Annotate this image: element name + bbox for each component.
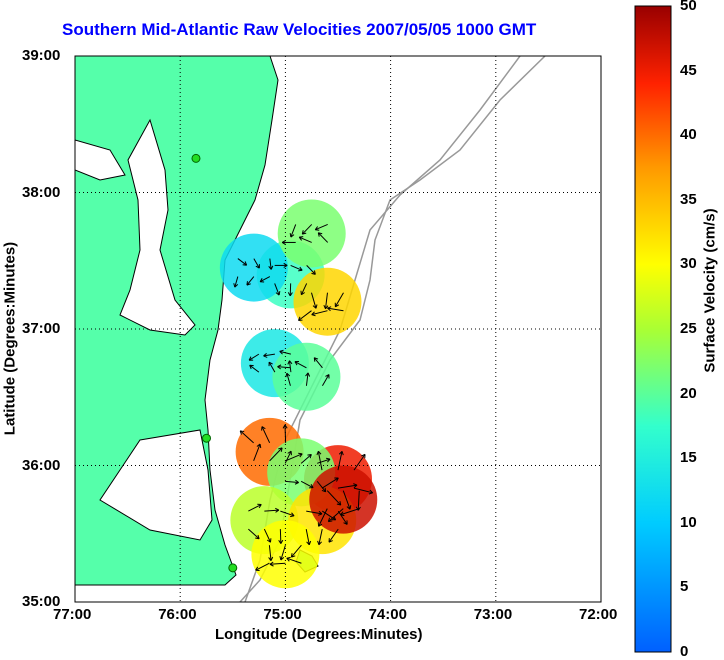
station-marker xyxy=(203,434,211,442)
colorbar-tick-label: 35 xyxy=(680,191,697,208)
velocity-patch xyxy=(272,343,340,411)
x-tick-label: 76:00 xyxy=(158,606,196,623)
velocity-patch xyxy=(251,520,319,588)
x-tick-label: 73:00 xyxy=(474,606,512,623)
colorbar-tick-label: 0 xyxy=(680,643,688,660)
colorbar-label: Surface Velocity (cm/s) xyxy=(702,171,719,411)
station-marker xyxy=(192,154,200,162)
y-tick-label: 38:00 xyxy=(22,184,60,201)
x-tick-label: 72:00 xyxy=(579,606,617,623)
x-tick-label: 75:00 xyxy=(263,606,301,623)
velocity-patch xyxy=(309,466,377,534)
y-tick-label: 37:00 xyxy=(22,320,60,337)
colorbar-tick-label: 5 xyxy=(680,578,688,595)
colorbar-tick-label: 40 xyxy=(680,126,697,143)
map-plot-area xyxy=(75,56,601,602)
velocity-patch xyxy=(293,268,361,336)
colorbar-tick-label: 10 xyxy=(680,514,697,531)
station-marker xyxy=(229,564,237,572)
y-tick-label: 39:00 xyxy=(22,47,60,64)
x-axis-label: Longitude (Degrees:Minutes) xyxy=(215,626,423,643)
x-tick-label: 74:00 xyxy=(369,606,407,623)
velocity-patch xyxy=(278,199,346,267)
colorbar xyxy=(635,6,671,652)
y-tick-label: 36:00 xyxy=(22,457,60,474)
colorbar-tick-label: 25 xyxy=(680,320,697,337)
y-axis-label: Latitude (Degrees:Minutes) xyxy=(2,234,19,444)
colorbar-tick-label: 15 xyxy=(680,449,697,466)
colorbar-tick-label: 30 xyxy=(680,255,697,272)
colorbar-tick-label: 50 xyxy=(680,0,697,14)
y-tick-label: 35:00 xyxy=(22,593,60,610)
colorbar-tick-label: 45 xyxy=(680,62,697,79)
colorbar-tick-label: 20 xyxy=(680,385,697,402)
